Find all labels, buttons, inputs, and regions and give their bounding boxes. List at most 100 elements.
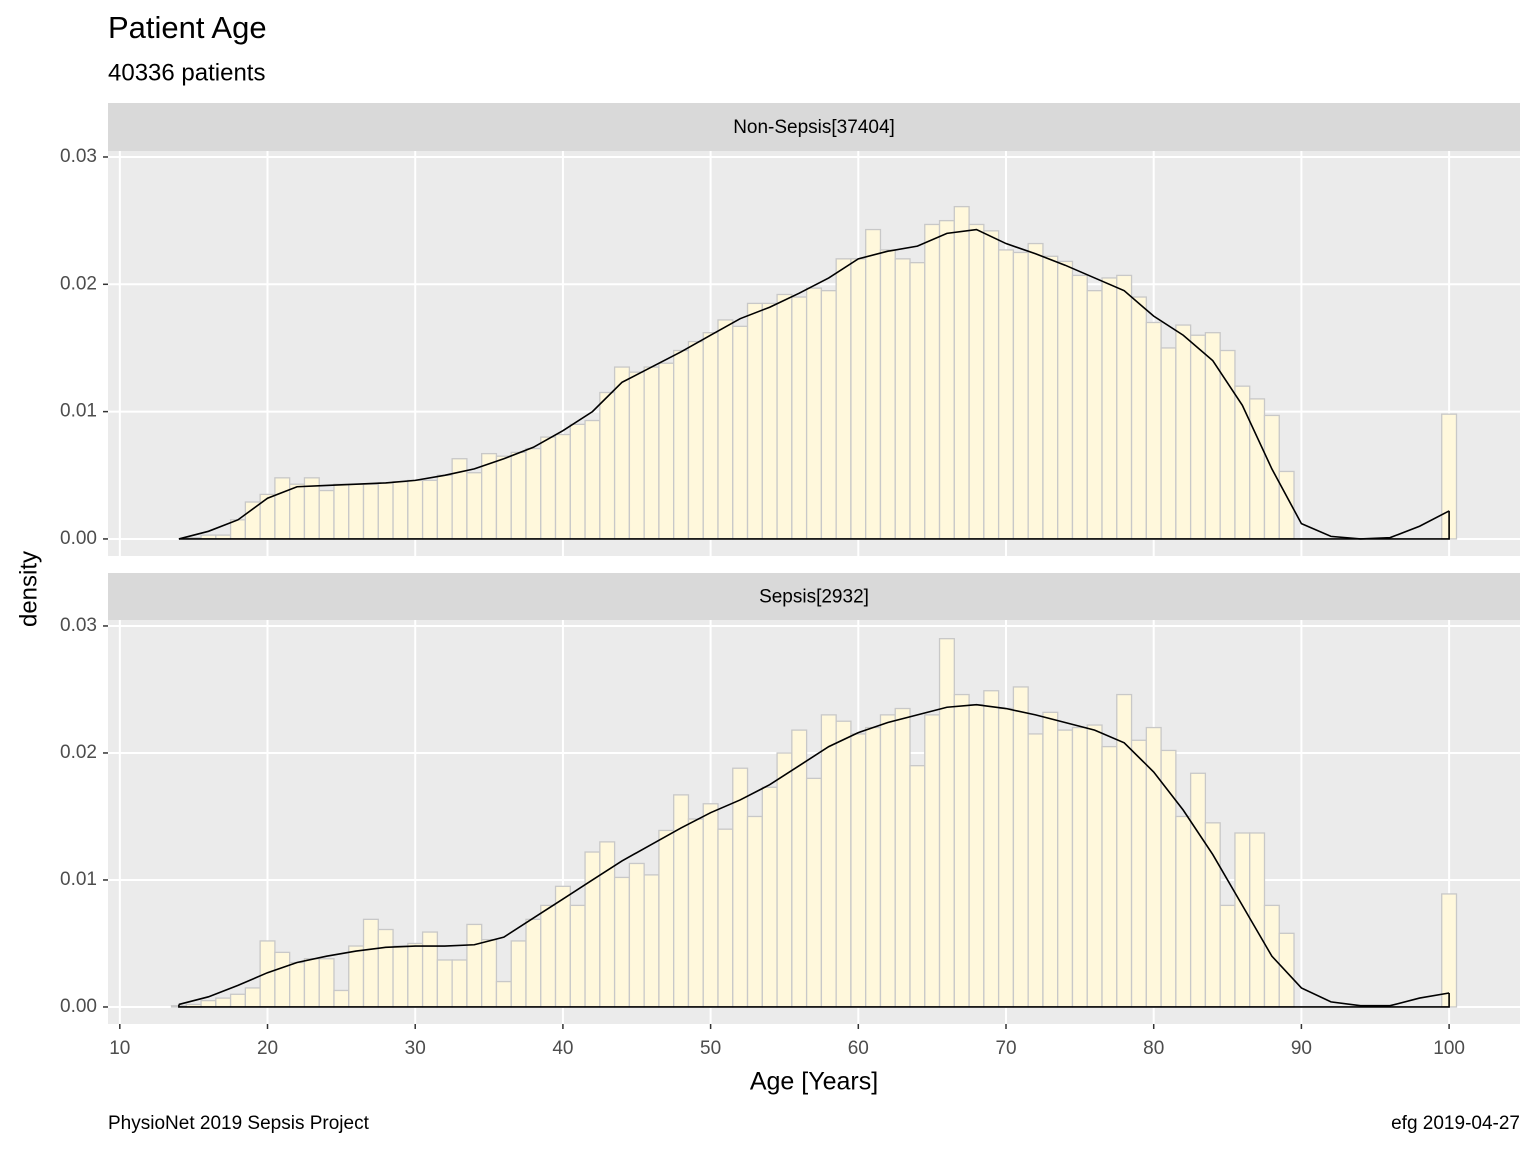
bar — [466, 923, 483, 1008]
x-tick-label: 30 — [405, 1038, 426, 1059]
bar — [776, 293, 793, 540]
bar — [318, 958, 335, 1008]
bar — [1027, 733, 1044, 1008]
bar — [333, 483, 350, 540]
bar — [244, 501, 261, 540]
bar — [540, 436, 557, 540]
bar — [687, 818, 704, 1008]
bar — [215, 997, 232, 1008]
bar — [1042, 711, 1059, 1008]
bar — [835, 720, 852, 1008]
bar — [554, 885, 571, 1008]
bar — [938, 219, 955, 540]
bar — [1145, 321, 1162, 540]
bar — [746, 815, 763, 1008]
bar — [377, 482, 394, 540]
bar — [761, 786, 778, 1008]
bar — [850, 733, 867, 1008]
bar — [1219, 349, 1236, 540]
x-tick-label: 50 — [700, 1038, 721, 1059]
bar — [1086, 724, 1103, 1008]
y-tick-label: 0.00 — [60, 996, 97, 1017]
bar — [289, 961, 306, 1008]
bar — [850, 258, 867, 540]
bar — [1012, 686, 1029, 1008]
bar — [702, 332, 719, 540]
y-tick-label: 0.02 — [60, 273, 97, 294]
bar — [805, 777, 823, 1008]
density-outline — [178, 993, 1450, 1008]
bar — [1130, 296, 1147, 540]
bar — [584, 419, 601, 540]
bar — [805, 287, 823, 540]
bar — [997, 707, 1015, 1008]
bar — [1189, 772, 1207, 1008]
bar — [229, 519, 247, 540]
bar — [569, 423, 586, 540]
bar — [1278, 932, 1295, 1008]
strip — [108, 103, 1520, 151]
bar — [791, 729, 808, 1008]
bar — [613, 876, 631, 1008]
bar — [1441, 893, 1458, 1008]
bar — [732, 325, 749, 540]
bar — [569, 904, 586, 1008]
y-tick-label: 0.00 — [60, 528, 97, 549]
x-tick-label: 90 — [1291, 1038, 1312, 1059]
bar — [1057, 260, 1074, 540]
bar — [673, 349, 690, 540]
bar — [702, 803, 719, 1008]
bar — [495, 980, 512, 1008]
bar — [820, 290, 837, 540]
bar — [820, 714, 837, 1008]
bar — [407, 479, 424, 540]
bar — [865, 726, 882, 1008]
bar — [776, 752, 793, 1008]
bar — [1234, 832, 1251, 1008]
bar — [421, 931, 439, 1008]
bar — [1175, 815, 1192, 1008]
bar — [732, 767, 749, 1008]
bar — [1101, 277, 1118, 540]
bar — [879, 249, 896, 540]
caption: PhysioNet 2019 Sepsis Project — [108, 1113, 370, 1134]
bar — [259, 940, 276, 1008]
bar — [303, 958, 320, 1008]
bar — [436, 474, 453, 540]
bar — [392, 945, 409, 1008]
bar — [628, 862, 645, 1008]
bar — [495, 455, 512, 540]
bar — [599, 391, 616, 540]
bar — [1249, 398, 1266, 540]
bar — [362, 918, 379, 1008]
x-tick-label: 100 — [1433, 1038, 1465, 1059]
bar — [1027, 242, 1044, 540]
bar — [200, 999, 217, 1008]
y-tick-label: 0.01 — [60, 401, 97, 422]
bar — [673, 794, 690, 1008]
bar — [717, 319, 734, 540]
bar — [643, 874, 660, 1008]
bar — [1057, 729, 1074, 1008]
x-axis-label: Age [Years] — [750, 1068, 878, 1096]
bar — [761, 302, 778, 540]
bar — [244, 987, 261, 1008]
bar — [510, 940, 527, 1008]
bar — [584, 851, 601, 1008]
x-tick-label: 70 — [995, 1038, 1016, 1059]
bar — [348, 945, 365, 1008]
y-tick-label: 0.02 — [60, 742, 97, 763]
bar — [229, 993, 247, 1008]
bar — [289, 483, 306, 540]
bar — [451, 959, 468, 1008]
facet-title: Sepsis[2932] — [759, 587, 869, 608]
bar — [894, 258, 911, 540]
bar — [1071, 726, 1088, 1008]
bar — [924, 223, 941, 540]
bar — [333, 989, 350, 1008]
bar — [835, 258, 852, 540]
bar — [318, 489, 335, 540]
y-tick-label: 0.01 — [60, 869, 97, 890]
density-line — [178, 228, 1450, 540]
